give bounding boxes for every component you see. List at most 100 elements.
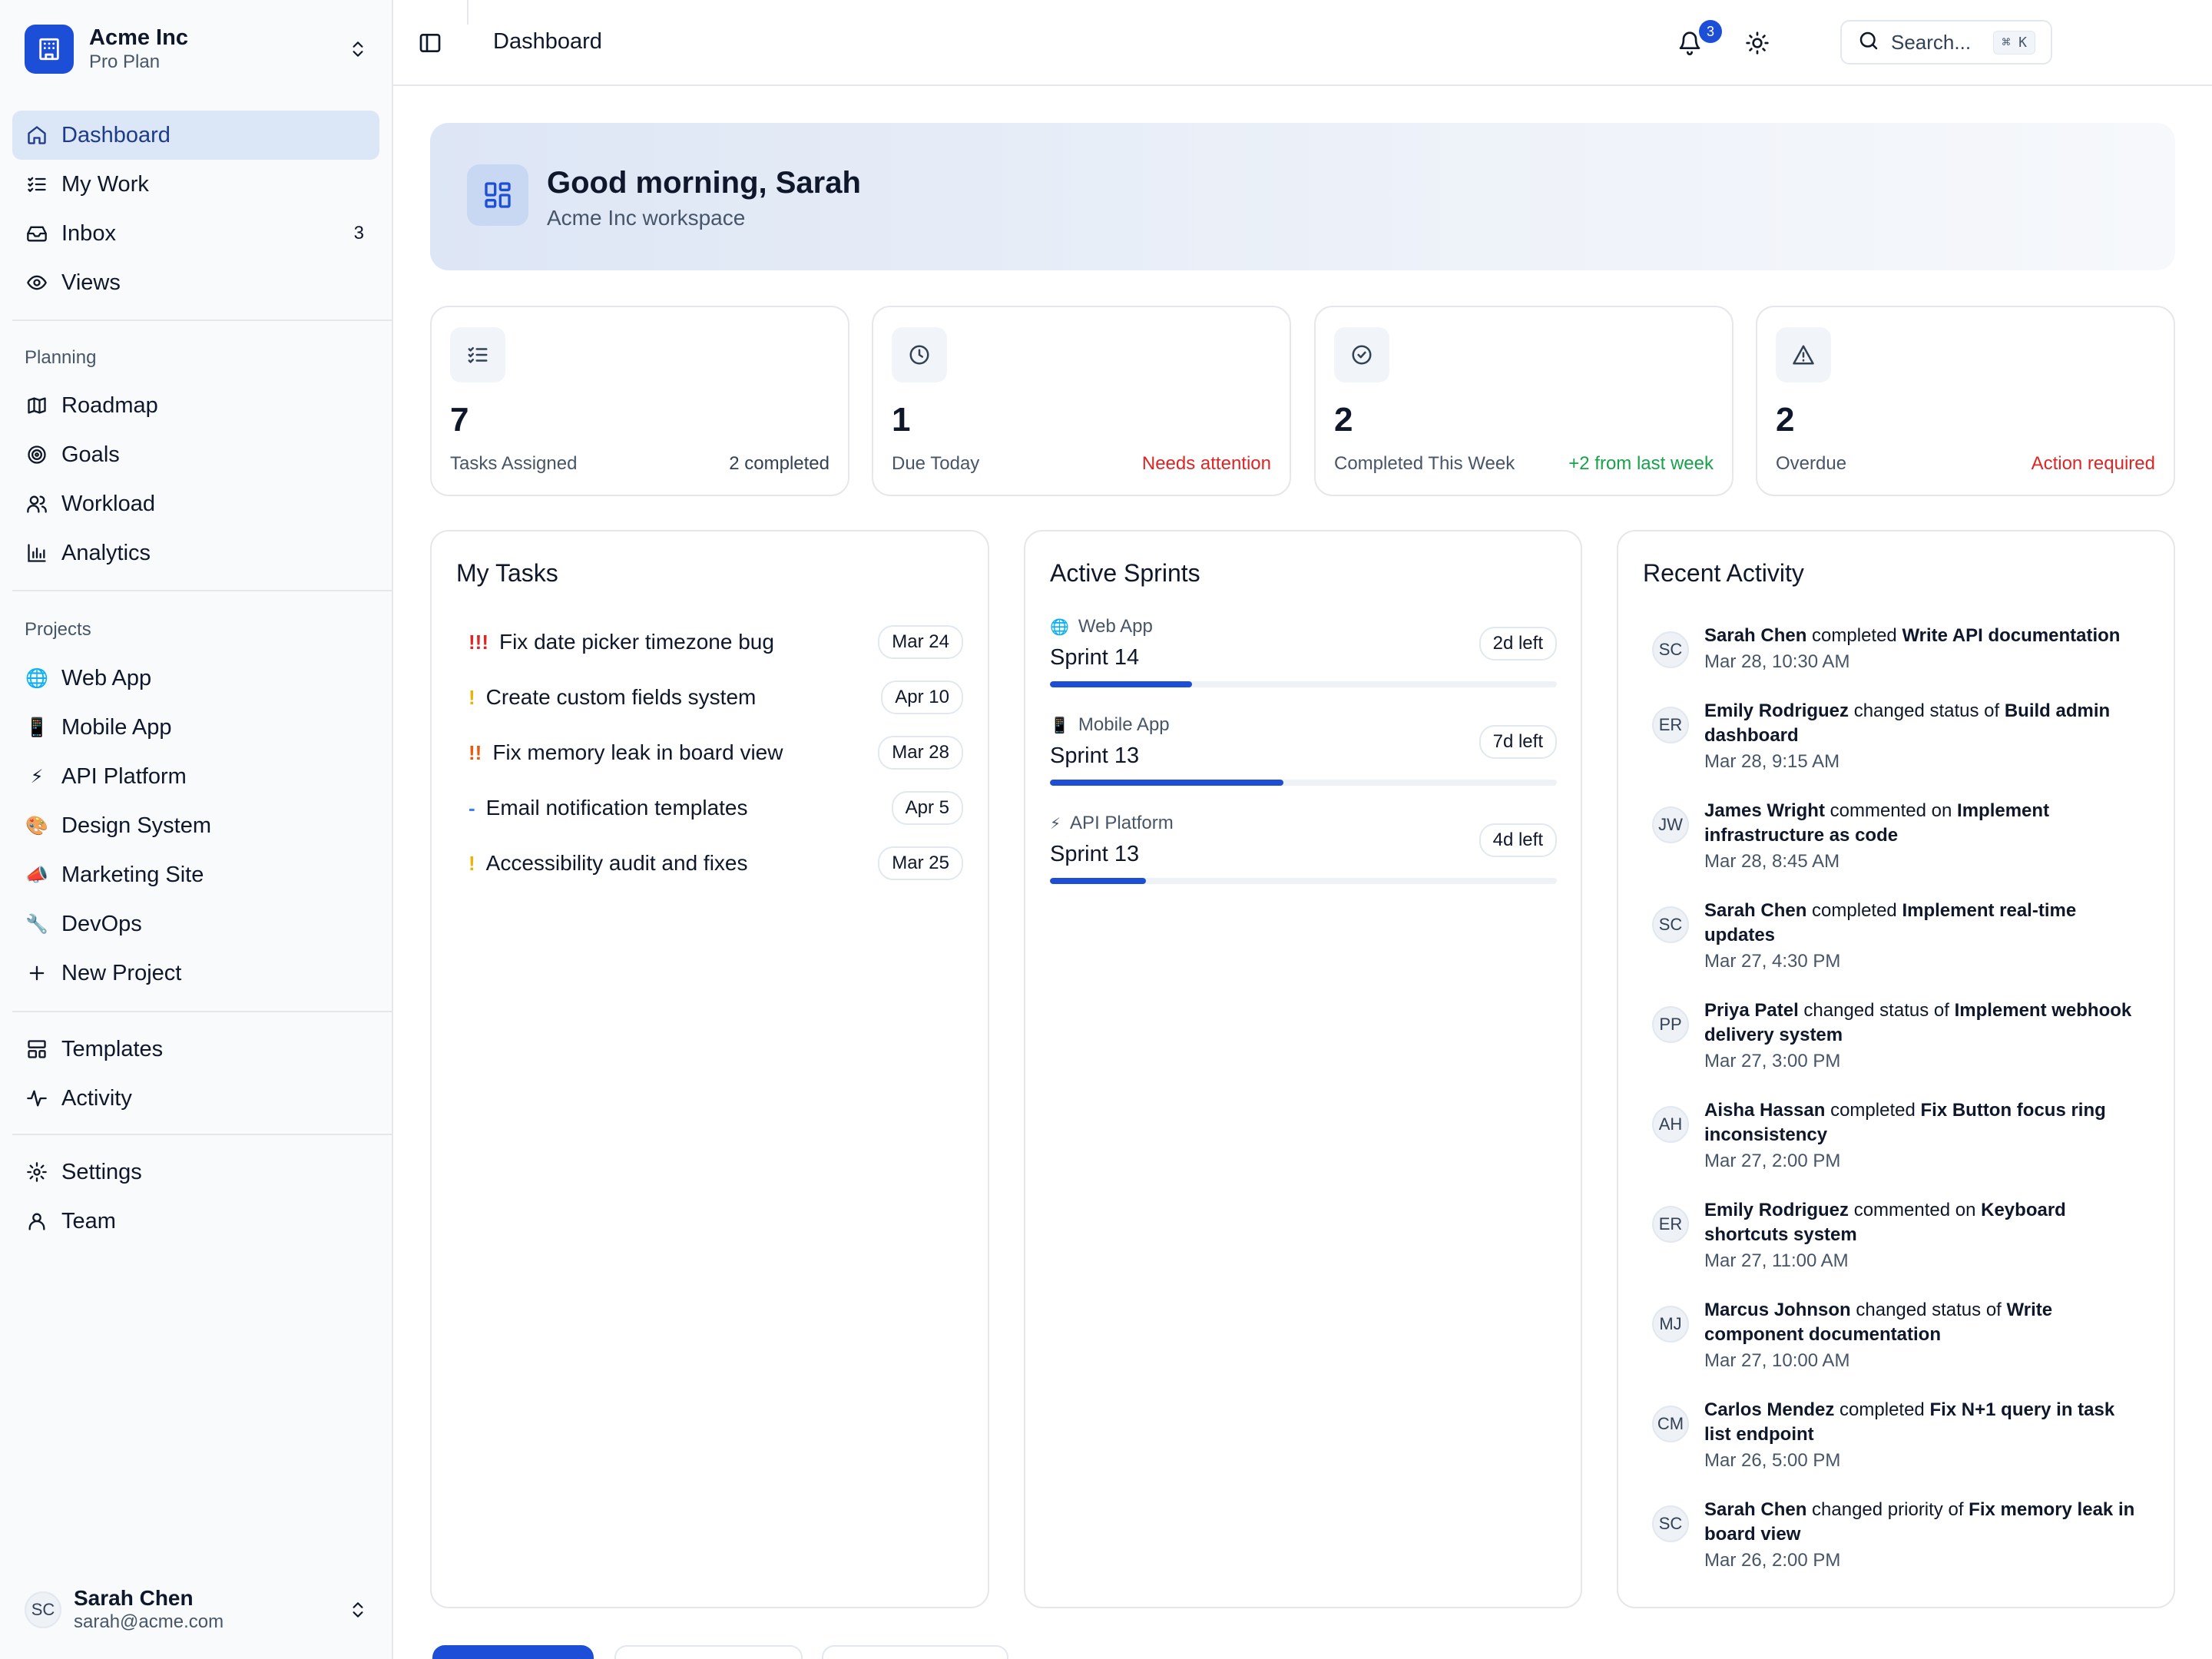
- stat-label: Due Today: [892, 453, 980, 474]
- activity-item[interactable]: PP Priya Patel changed status of Implemen…: [1652, 998, 2144, 1074]
- nav-item-project-marketing-site[interactable]: 📣 Marketing Site: [12, 850, 379, 899]
- nav-item-project-devops[interactable]: 🔧 DevOps: [12, 899, 379, 949]
- theme-toggle-button[interactable]: [1742, 28, 1773, 58]
- nav-item-project-mobile-app[interactable]: 📱 Mobile App: [12, 703, 379, 752]
- nav-item-team[interactable]: Team: [12, 1197, 379, 1246]
- activity-item[interactable]: AH Aisha Hassan completed Fix Button focu…: [1652, 1098, 2144, 1174]
- task-row[interactable]: ! Create custom fields system Apr 10: [456, 679, 963, 716]
- palette-icon: 🎨: [25, 815, 48, 836]
- activity-item[interactable]: SC Sarah Chen changed priority of Fix mem…: [1652, 1498, 2144, 1573]
- recent-activity-panel: Recent Activity SC Sarah Chen completed W…: [1617, 530, 2175, 1608]
- sprint-progress-fill: [1050, 878, 1147, 884]
- activity-item[interactable]: ER Emily Rodriguez changed status of Buil…: [1652, 699, 2144, 774]
- activity-text: Aisha Hassan completed Fix Button focus …: [1704, 1098, 2144, 1147]
- sidebar-toggle-button[interactable]: [415, 28, 445, 58]
- projects-nav: 🌐 Web App 📱 Mobile App ⚡ API Platform 🎨 …: [12, 654, 379, 998]
- activity-item[interactable]: ER Emily Rodriguez commented on Keyboard …: [1652, 1198, 2144, 1273]
- top-header: Dashboard Search... ⌘ K 3: [393, 0, 2212, 86]
- nav-item-activity[interactable]: Activity: [12, 1074, 379, 1123]
- nav-item-project-web-app[interactable]: 🌐 Web App: [12, 654, 379, 703]
- task-row[interactable]: !!! Fix date picker timezone bug Mar 24: [456, 624, 963, 661]
- nav-label: Design System: [61, 813, 212, 838]
- sprint-name: Sprint 14: [1050, 645, 1140, 670]
- task-row[interactable]: - Email notification templates Apr 5: [456, 790, 963, 826]
- sprint-card[interactable]: 🌐 Web App Sprint 14 2d left: [1050, 616, 1557, 687]
- nav-item-workload[interactable]: Workload: [12, 479, 379, 528]
- nav-item-views[interactable]: Views: [12, 258, 379, 307]
- settings-nav: Settings Team: [12, 1147, 379, 1246]
- user-email: sarah@acme.com: [74, 1611, 224, 1632]
- stat-label: Overdue: [1776, 453, 1847, 474]
- nav-item-templates[interactable]: Templates: [12, 1025, 379, 1074]
- workspace-plan: Pro Plan: [89, 51, 161, 72]
- stat-value: 7: [450, 401, 469, 439]
- activity-actor: Emily Rodriguez: [1704, 1200, 1849, 1220]
- activity-actor: Marcus Johnson: [1704, 1300, 1851, 1320]
- nav-item-inbox[interactable]: Inbox 3: [12, 209, 379, 258]
- activity-item[interactable]: MJ Marcus Johnson changed status of Write…: [1652, 1298, 2144, 1373]
- nav-item-project-api-platform[interactable]: ⚡ API Platform: [12, 752, 379, 801]
- activity-item[interactable]: JW James Wright commented on Implement in…: [1652, 799, 2144, 874]
- activity-timestamp: Mar 27, 3:00 PM: [1704, 1051, 1841, 1071]
- nav-item-project-design-system[interactable]: 🎨 Design System: [12, 801, 379, 850]
- notifications-button[interactable]: [1674, 28, 1705, 58]
- activity-target: Implement real-time updates: [1704, 900, 2077, 945]
- avatar: JW: [1652, 806, 1689, 843]
- activity-target: Keyboard shortcuts system: [1704, 1200, 2066, 1245]
- workspace-switcher[interactable]: Acme Inc Pro Plan: [25, 25, 370, 74]
- clock-icon: [892, 327, 947, 382]
- chevrons-up-down-icon: [346, 37, 370, 61]
- nav-item-roadmap[interactable]: Roadmap: [12, 381, 379, 430]
- wrench-icon: 🔧: [25, 913, 48, 935]
- task-row[interactable]: ! Accessibility audit and fixes Mar 25: [456, 845, 963, 882]
- stat-card-overdue[interactable]: 2 Overdue Action required: [1756, 306, 2175, 496]
- stat-card-completed-this-week[interactable]: 2 Completed This Week +2 from last week: [1314, 306, 1734, 496]
- welcome-banner: Good morning, Sarah Acme Inc workspace: [430, 123, 2175, 270]
- sprint-card[interactable]: ⚡ API Platform Sprint 13 4d left: [1050, 813, 1557, 884]
- sprint-progress-fill: [1050, 780, 1283, 786]
- nav-item-my-work[interactable]: My Work: [12, 160, 379, 209]
- panel-title: Active Sprints: [1050, 559, 1200, 587]
- due-date-badge: Mar 28: [878, 736, 963, 770]
- plus-icon: [25, 961, 49, 985]
- activity-text: Emily Rodriguez changed status of Build …: [1704, 699, 2144, 748]
- activity-item[interactable]: CM Carlos Mendez completed Fix N+1 query …: [1652, 1398, 2144, 1473]
- check-circle-icon: [1334, 327, 1389, 382]
- sidebar-divider: [12, 1011, 392, 1012]
- nav-item-goals[interactable]: Goals: [12, 430, 379, 479]
- activity-text: Sarah Chen changed priority of Fix memor…: [1704, 1498, 2144, 1547]
- nav-item-dashboard[interactable]: Dashboard: [12, 111, 379, 160]
- stat-card-tasks-assigned[interactable]: 7 Tasks Assigned 2 completed: [430, 306, 849, 496]
- nav-label: Goals: [61, 442, 120, 467]
- activity-text: Emily Rodriguez commented on Keyboard sh…: [1704, 1198, 2144, 1247]
- nav-label: Settings: [61, 1159, 142, 1184]
- sprint-card[interactable]: 📱 Mobile App Sprint 13 7d left: [1050, 714, 1557, 786]
- nav-label: Analytics: [61, 540, 151, 565]
- sidebar-divider: [12, 320, 392, 321]
- activity-item[interactable]: SC Sarah Chen completed Write API documen…: [1652, 624, 2144, 674]
- activity-text: Sarah Chen completed Implement real-time…: [1704, 899, 2144, 948]
- secondary-action-button[interactable]: [614, 1645, 803, 1659]
- stat-card-due-today[interactable]: 1 Due Today Needs attention: [872, 306, 1291, 496]
- breadcrumb: Dashboard: [493, 29, 602, 54]
- user-menu[interactable]: SC Sarah Chen sarah@acme.com: [25, 1582, 370, 1637]
- new-project-button[interactable]: New Project: [12, 949, 379, 998]
- task-row[interactable]: !! Fix memory leak in board view Mar 28: [456, 734, 963, 771]
- activity-verb: commented on: [1824, 800, 1958, 821]
- secondary-action-button[interactable]: [822, 1645, 1008, 1659]
- nav-label: Marketing Site: [61, 862, 204, 887]
- avatar: AH: [1652, 1106, 1689, 1143]
- activity-target: Fix memory leak in board view: [1704, 1499, 2135, 1545]
- dashboard-grid-icon: [467, 164, 528, 226]
- task-title: Accessibility audit and fixes: [485, 851, 748, 875]
- priority-indicator: !!: [469, 740, 482, 764]
- activity-item[interactable]: SC Sarah Chen completed Implement real-ti…: [1652, 899, 2144, 974]
- activity-target: Write component documentation: [1704, 1300, 2053, 1345]
- search-placeholder: Search...: [1891, 30, 1972, 54]
- search-button[interactable]: Search... ⌘ K: [1840, 20, 2052, 65]
- nav-item-analytics[interactable]: Analytics: [12, 528, 379, 578]
- primary-action-button[interactable]: [432, 1645, 594, 1659]
- nav-item-settings[interactable]: Settings: [12, 1147, 379, 1197]
- project-icon: ⚡: [1050, 815, 1061, 833]
- activity-text: James Wright commented on Implement infr…: [1704, 799, 2144, 848]
